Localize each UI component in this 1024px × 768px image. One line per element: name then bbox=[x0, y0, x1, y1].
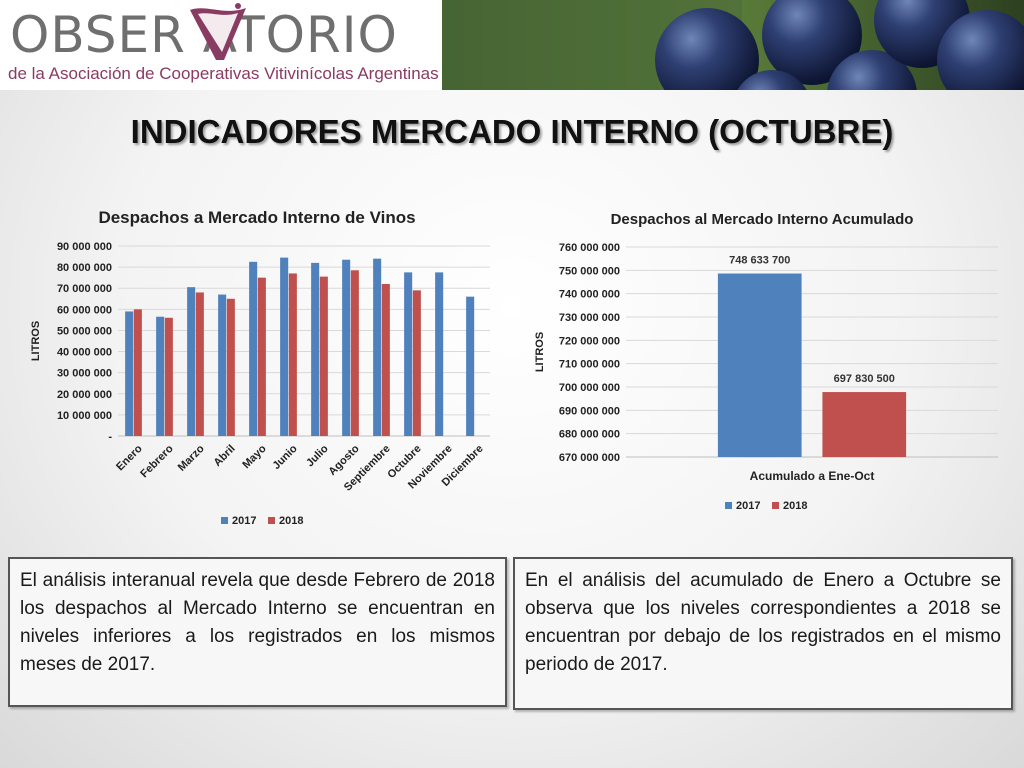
x-tick-label: Septiembre bbox=[342, 443, 393, 494]
x-tick-label: Enero bbox=[114, 443, 145, 474]
y-tick-label: 50 000 000 bbox=[57, 325, 112, 337]
data-label: 748 633 700 bbox=[729, 255, 790, 267]
bar-2017-mayo bbox=[249, 261, 258, 436]
x-tick-label: Agosto bbox=[326, 443, 361, 478]
legend-swatch-2017 bbox=[725, 502, 732, 509]
bar-2018-enero bbox=[133, 309, 142, 436]
bar-2018-mayo bbox=[257, 277, 266, 436]
bar-2018-octubre bbox=[412, 290, 421, 436]
bar-2018-abril bbox=[226, 298, 235, 436]
y-tick-label: 680 000 000 bbox=[559, 429, 620, 441]
bar-2017-diciembre bbox=[466, 296, 475, 436]
legend-label-2017: 2017 bbox=[736, 500, 760, 512]
legend-label-2018: 2018 bbox=[279, 515, 303, 527]
wine-glass-icon bbox=[190, 3, 246, 60]
chart-title: Despachos a Mercado Interno de Vinos bbox=[98, 208, 415, 227]
legend-label-2017: 2017 bbox=[232, 515, 256, 527]
y-tick-label: 60 000 000 bbox=[57, 304, 112, 316]
bar-2018-septiembre bbox=[381, 284, 390, 436]
page-title: INDICADORES MERCADO INTERNO (OCTUBRE) bbox=[130, 113, 894, 150]
x-tick-label: Diciembre bbox=[440, 443, 486, 489]
legend-swatch-2017 bbox=[221, 517, 228, 524]
bar-2017-octubre bbox=[404, 272, 413, 436]
bar-2017-abril bbox=[218, 294, 227, 436]
x-tick-label: Abril bbox=[212, 443, 238, 469]
logo-subtitle: de la Asociación de Cooperativas Vitivin… bbox=[8, 64, 439, 83]
x-tick-label: Febrero bbox=[138, 443, 176, 481]
bar-2017-enero bbox=[125, 311, 134, 436]
y-tick-label: 710 000 000 bbox=[559, 359, 620, 371]
bar-2018-acumulado-a-ene-oct bbox=[822, 392, 907, 457]
y-tick-label: 670 000 000 bbox=[559, 452, 620, 464]
chart-title: Despachos al Mercado Interno Acumulado bbox=[611, 211, 914, 228]
bar-2018-febrero bbox=[164, 317, 173, 436]
bar-2017-febrero bbox=[156, 316, 165, 436]
y-tick-label: 90 000 000 bbox=[57, 241, 112, 253]
x-tick-label: Acumulado a Ene-Oct bbox=[750, 469, 875, 483]
y-tick-label: 730 000 000 bbox=[559, 312, 620, 324]
x-tick-label: Junio bbox=[270, 443, 299, 472]
x-tick-label: Mayo bbox=[240, 443, 269, 472]
y-tick-label: 750 000 000 bbox=[559, 265, 620, 277]
y-tick-label: 30 000 000 bbox=[57, 368, 112, 380]
y-tick-label: 690 000 000 bbox=[559, 405, 620, 417]
bar-2018-marzo bbox=[195, 292, 204, 436]
y-tick-label: 10 000 000 bbox=[57, 410, 112, 422]
x-tick-label: Marzo bbox=[176, 443, 207, 474]
legend-swatch-2018 bbox=[772, 502, 779, 509]
y-tick-label: 760 000 000 bbox=[559, 242, 620, 254]
analysis-cumulative-textbox: En el análisis del acumulado de Enero a … bbox=[513, 557, 1013, 710]
analysis-monthly-textbox: El análisis interanual revela que desde … bbox=[8, 557, 507, 707]
y-tick-label: 740 000 000 bbox=[559, 289, 620, 301]
bar-2017-septiembre bbox=[373, 258, 382, 436]
y-axis-label: LITROS bbox=[534, 332, 546, 372]
observatorio-logo: OBSER ATORIO de la Asociación de Coopera… bbox=[0, 0, 440, 90]
y-axis-label: LITROS bbox=[30, 321, 42, 361]
bar-2017-noviembre bbox=[435, 272, 444, 436]
y-tick-label: 700 000 000 bbox=[559, 382, 620, 394]
y-tick-label: 70 000 000 bbox=[57, 283, 112, 295]
legend-label-2018: 2018 bbox=[783, 500, 807, 512]
bar-2017-marzo bbox=[187, 287, 196, 436]
header: OBSER ATORIO de la Asociación de Coopera… bbox=[0, 0, 1024, 90]
bar-2018-junio bbox=[288, 273, 297, 436]
bar-2017-junio bbox=[280, 257, 289, 436]
y-tick-label: 20 000 000 bbox=[57, 389, 112, 401]
bar-2018-julio bbox=[319, 276, 328, 436]
y-tick-label: 40 000 000 bbox=[57, 347, 112, 359]
grapes-photo bbox=[442, 0, 1024, 90]
y-tick-label: 80 000 000 bbox=[57, 262, 112, 274]
bar-2017-julio bbox=[311, 262, 320, 436]
x-tick-label: Julio bbox=[304, 443, 331, 470]
bar-2018-agosto bbox=[350, 270, 359, 436]
bar-2017-acumulado-a-ene-oct bbox=[717, 273, 802, 457]
bar-2017-agosto bbox=[342, 259, 351, 436]
y-tick-label: 720 000 000 bbox=[559, 335, 620, 347]
x-tick-label: Octubre bbox=[385, 443, 423, 481]
data-label: 697 830 500 bbox=[834, 373, 895, 385]
y-tick-label: - bbox=[108, 431, 112, 443]
x-tick-label: Noviembre bbox=[406, 443, 455, 492]
legend-swatch-2018 bbox=[268, 517, 275, 524]
